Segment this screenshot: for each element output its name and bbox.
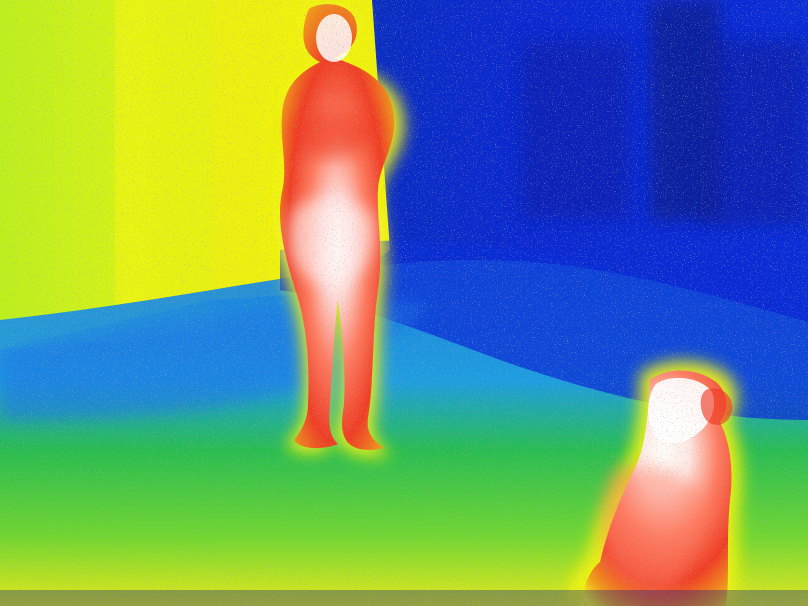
sensor-noise xyxy=(0,0,808,606)
thermal-scene xyxy=(0,0,808,606)
thermal-image-frame xyxy=(0,0,808,606)
